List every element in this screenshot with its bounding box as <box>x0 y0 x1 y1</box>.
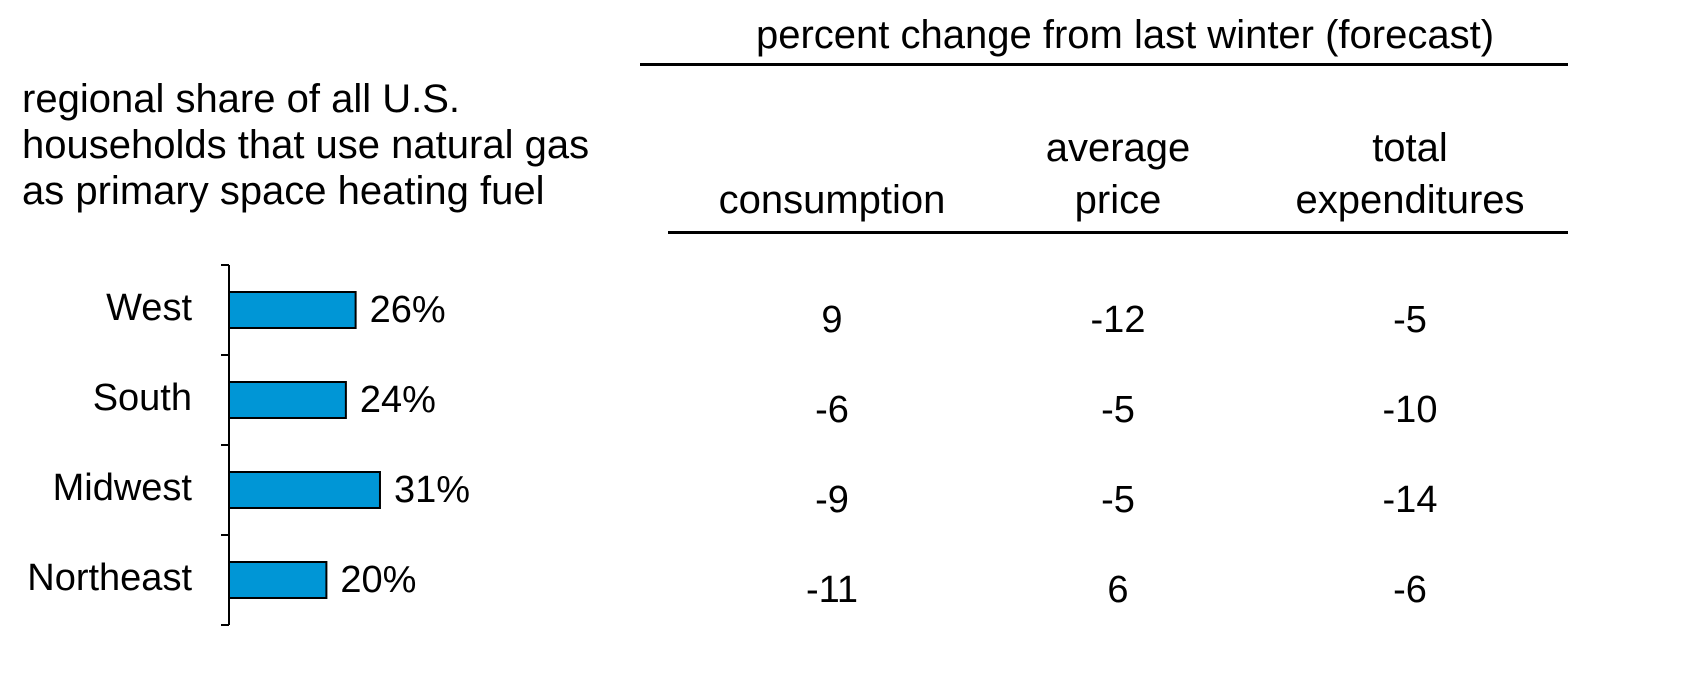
bar <box>228 471 381 509</box>
column-header: consumption <box>718 178 946 222</box>
table-cell: -14 <box>1382 479 1438 521</box>
value-label: 31% <box>394 469 470 511</box>
table-cell: -6 <box>815 389 849 431</box>
value-label: 26% <box>370 289 446 331</box>
value-label: 24% <box>360 379 436 421</box>
table-cell: -9 <box>815 479 849 521</box>
table-cell: 9 <box>821 299 843 341</box>
category-label: Midwest <box>53 467 193 509</box>
table-cell: -12 <box>1090 299 1146 341</box>
category-label: Northeast <box>27 557 192 599</box>
bar <box>228 291 357 329</box>
table-cell: -6 <box>1393 569 1427 611</box>
category-label: West <box>106 287 192 329</box>
rule-top <box>640 63 1568 66</box>
bar <box>228 381 347 419</box>
chart-title: regional share of all U.S. households th… <box>22 77 590 213</box>
table-cell: -5 <box>1101 389 1135 431</box>
chart: West 26% South 24% Midwest 31% Northeast 20% <box>27 264 470 626</box>
table-cell: -10 <box>1382 389 1438 431</box>
bar <box>228 561 328 599</box>
category-label: South <box>93 377 192 419</box>
table-cell: -5 <box>1101 479 1135 521</box>
table-cell: -11 <box>805 569 859 611</box>
column-header: average price <box>1045 126 1191 222</box>
table-cell: 6 <box>1107 569 1129 611</box>
rule-header <box>668 231 1568 234</box>
column-header: total expenditures <box>1295 126 1525 222</box>
table-cell: -5 <box>1393 299 1427 341</box>
value-label: 20% <box>340 559 416 601</box>
table-title: percent change from last winter (forecas… <box>755 13 1495 57</box>
